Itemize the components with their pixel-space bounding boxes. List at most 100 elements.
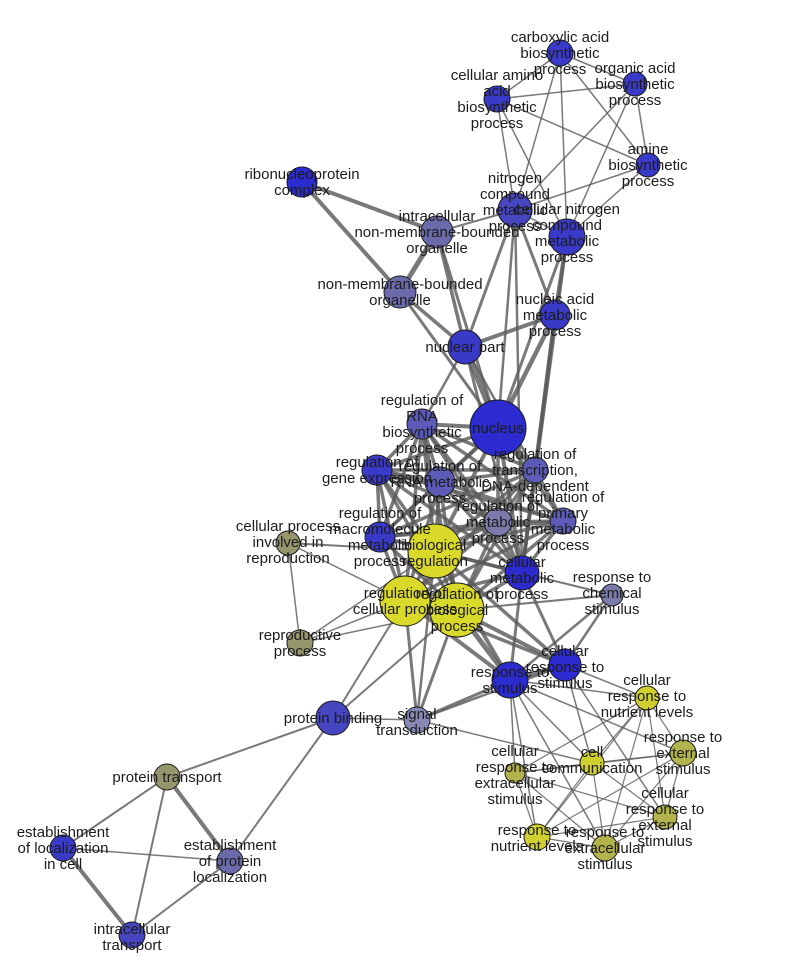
node-label-ribonucleoprotein-complex: ribonucleoprotein complex <box>244 166 359 199</box>
edge <box>591 762 666 818</box>
node-response-to-nutrient-levels[interactable] <box>523 823 551 851</box>
node-organic-acid-biosynthetic-process[interactable] <box>622 71 648 97</box>
node-label-response-to-chemical-stimulus: response to chemical stimulus <box>573 569 651 618</box>
edge <box>463 209 517 348</box>
node-cell-communication[interactable] <box>579 750 605 776</box>
node-label-cell-communication: cell communication <box>542 744 643 777</box>
edge <box>564 664 666 818</box>
node-label-regulation-of-metabolic-process: regulation of metabolic process <box>457 498 540 547</box>
node-intracellular-transport[interactable] <box>118 921 146 949</box>
edge <box>300 180 402 294</box>
node-signal-transduction[interactable] <box>403 706 431 734</box>
node-label-cellular-metabolic-process: cellular metabolic process <box>490 554 555 603</box>
node-intracellular-non-membrane-bounded-organelle[interactable] <box>420 215 454 249</box>
node-regulation-of-primary-metabolic-process[interactable] <box>549 507 577 535</box>
label-layer: carboxylic acid biosynthetic process organi… <box>17 29 722 954</box>
edge <box>509 594 613 681</box>
node-label-nucleic-acid-metabolic-process: nucleic acid metabolic process <box>516 291 594 340</box>
edge <box>433 549 567 667</box>
edge <box>131 776 168 936</box>
edge <box>416 719 593 764</box>
node-response-to-external-stimulus[interactable] <box>669 739 697 767</box>
edge <box>496 236 569 429</box>
edge <box>536 752 684 838</box>
node-cellular-process-involved-in-reproduction[interactable] <box>275 530 301 556</box>
node-label-amine-biosynthetic-process: amine biosynthetic process <box>608 141 688 190</box>
node-label-response-to-nutrient-levels: response to nutrient levels <box>491 822 584 855</box>
node-label-response-to-stimulus: response to stimulus <box>471 664 549 697</box>
node-cellular-response-to-external-stimulus[interactable] <box>652 804 678 830</box>
node-response-to-stimulus[interactable] <box>491 661 529 699</box>
node-label-nucleus: nucleus <box>472 420 524 437</box>
node-establishment-of-protein-localization[interactable] <box>216 847 244 875</box>
node-nitrogen-compound-metabolic-process[interactable] <box>497 192 533 228</box>
node-nuclear-part[interactable] <box>447 329 483 365</box>
node-label-cellular-response-to-external-stimulus: cellular response to external stimulus <box>626 785 704 850</box>
edge <box>421 422 564 523</box>
edge <box>509 679 606 849</box>
node-carboxylic-acid-biosynthetic-process[interactable] <box>546 39 574 67</box>
node-label-non-membrane-bounded-organelle: non-membrane-bounded organelle <box>317 276 482 309</box>
node-cellular-response-to-nutrient-levels[interactable] <box>634 685 660 711</box>
node-response-to-extracellular-stimulus[interactable] <box>591 834 619 862</box>
edge <box>514 762 593 774</box>
edge <box>166 717 334 778</box>
node-label-cellular-amino-acid-biosynthetic-process: cellular amino acid biosynthetic process <box>451 67 544 132</box>
node-label-protein-transport: protein transport <box>112 769 222 786</box>
node-reproductive-process[interactable] <box>286 629 314 657</box>
node-response-to-chemical-stimulus[interactable] <box>600 583 624 607</box>
node-cellular-response-to-stimulus[interactable] <box>548 648 582 682</box>
edge <box>496 98 649 166</box>
node-regulation-of-RNA-biosynthetic-process[interactable] <box>406 408 438 440</box>
node-label-cellular-nitrogen-compound-metabolic-process: cellular nitrogen compound metabolic proces… <box>514 201 620 266</box>
node-label-cellular-response-to-nutrient-levels: cellular response to nutrient levels <box>601 672 694 721</box>
edge <box>559 52 568 238</box>
edge <box>229 717 334 862</box>
node-amine-biosynthetic-process[interactable] <box>635 152 661 178</box>
node-regulation-of-RNA-metabolic-process[interactable] <box>424 466 456 498</box>
node-label-regulation-of-cellular-process: regulation of cellular process <box>353 585 457 618</box>
edge <box>559 52 649 166</box>
node-biological-regulation[interactable] <box>407 523 463 579</box>
node-ribonucleoprotein-complex[interactable] <box>286 166 318 198</box>
edge <box>165 775 232 863</box>
node-cellular-response-to-extracellular-stimulus[interactable] <box>504 762 526 784</box>
node-label-regulation-of-biological-process: regulation of biological process <box>416 586 499 635</box>
edge <box>509 679 648 699</box>
edge <box>496 98 516 211</box>
node-nucleic-acid-metabolic-process[interactable] <box>539 299 571 331</box>
edge <box>379 519 564 539</box>
node-regulation-of-macromolecule-metabolic-process[interactable] <box>364 521 396 553</box>
node-non-membrane-bounded-organelle[interactable] <box>383 275 417 309</box>
edge <box>514 772 666 818</box>
node-protein-transport[interactable] <box>153 763 181 791</box>
edge <box>62 776 168 849</box>
node-cellular-metabolic-process[interactable] <box>504 555 540 591</box>
node-regulation-of-gene-expression[interactable] <box>361 454 393 486</box>
node-label-response-to-external-stimulus: response to external stimulus <box>644 729 722 778</box>
node-label-intracellular-non-membrane-bounded-organelle: intracellular non-membrane-bounded organel… <box>354 208 519 257</box>
edge <box>634 83 649 166</box>
edge <box>415 550 437 721</box>
node-nucleus[interactable] <box>469 399 527 457</box>
node-layer <box>49 39 697 949</box>
edge <box>131 860 231 936</box>
node-protein-binding[interactable] <box>315 700 351 736</box>
node-establishment-of-localization-in-cell[interactable] <box>49 834 77 862</box>
node-cellular-amino-acid-biosynthetic-process[interactable] <box>483 85 511 113</box>
node-label-regulation-of-gene-expression: regulation of gene expression <box>322 454 432 487</box>
node-label-carboxylic-acid-biosynthetic-process: carboxylic acid biosynthetic process <box>511 29 609 78</box>
node-regulation-of-transcription-DNA-dependent[interactable] <box>521 456 549 484</box>
edge <box>416 663 566 722</box>
node-regulation-of-biological-process[interactable] <box>429 582 485 638</box>
node-label-organic-acid-biosynthetic-process: organic acid biosynthetic process <box>595 60 676 109</box>
node-cellular-nitrogen-compound-metabolic-process[interactable] <box>548 218 586 256</box>
node-regulation-of-metabolic-process[interactable] <box>483 507 513 537</box>
edge <box>566 83 636 238</box>
node-label-biological-regulation: biological regulation <box>402 537 468 570</box>
node-regulation-of-cellular-process[interactable] <box>379 575 431 627</box>
edge <box>514 52 561 211</box>
edge <box>591 762 606 849</box>
